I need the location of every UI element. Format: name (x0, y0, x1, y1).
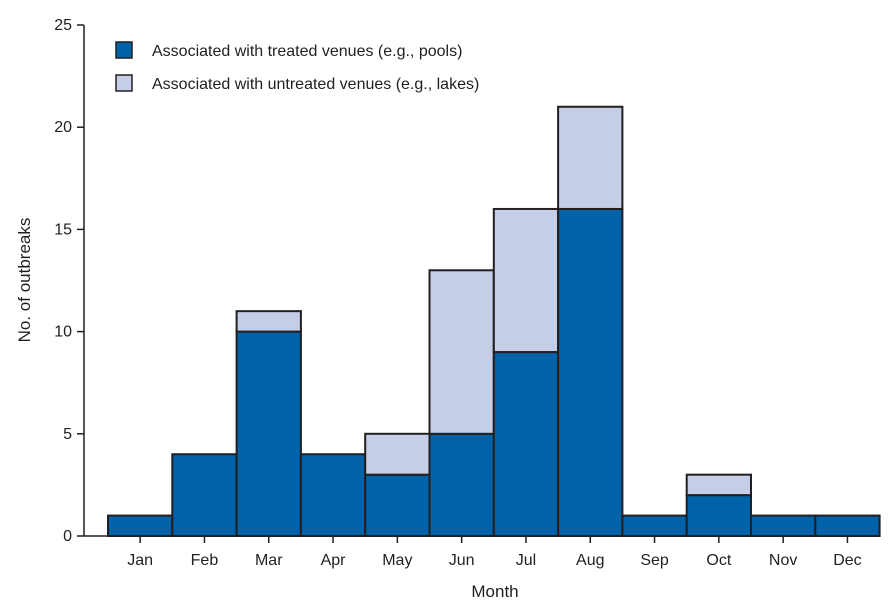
x-ticks-layer: Jan Feb Mar Apr May Jun Jul Aug Sep Oct Nov Dec (127, 536, 862, 569)
legend-label-untreated: Associated with untreated venues (e.g., … (152, 76, 479, 93)
bar-may-untreated (364, 432, 431, 476)
y-tick-label: 20 (54, 119, 72, 136)
x-axis-title: Month (471, 582, 518, 601)
x-tick-label-aug: Aug (576, 552, 604, 569)
legend-swatch-treated (115, 41, 133, 59)
x-tick-label-may: May (382, 552, 412, 569)
y-axis-title: No. of outbreaks (15, 218, 34, 343)
bar-aug-untreated (557, 105, 624, 210)
legend-swatch-untreated (115, 74, 133, 92)
axes-layer (83, 25, 880, 537)
y-tick-label: 0 (63, 528, 72, 545)
bar-sep-treated (621, 514, 688, 537)
legend: Associated with treated venues (e.g., po… (115, 41, 479, 93)
x-tick-label-apr: Apr (321, 552, 347, 569)
bar-jan-treated (107, 514, 174, 537)
bar-mar-untreated (235, 310, 302, 333)
x-tick-label-feb: Feb (191, 552, 219, 569)
bar-nov-treated (750, 514, 817, 537)
bars-layer (107, 105, 881, 538)
bar-aug-treated (557, 207, 624, 538)
y-ticks-layer: 0 5 10 15 20 25 (54, 17, 84, 545)
x-tick-label-oct: Oct (706, 552, 731, 569)
x-tick-label-mar: Mar (255, 552, 283, 569)
bar-dec-treated (814, 514, 881, 537)
y-tick-label: 5 (63, 426, 72, 443)
bar-oct-untreated (685, 473, 753, 497)
y-tick-label: 10 (54, 324, 72, 341)
bar-apr-treated (299, 453, 367, 537)
x-tick-label-jul: Jul (516, 552, 536, 569)
y-tick-label: 25 (54, 17, 72, 34)
bar-mar-treated (235, 330, 302, 537)
bar-jul-untreated (492, 207, 560, 354)
y-tick-label: 15 (54, 221, 72, 238)
bar-feb-treated (171, 453, 238, 537)
x-tick-label-sep: Sep (640, 552, 669, 569)
x-tick-label-dec: Dec (833, 552, 861, 569)
bar-oct-treated (685, 494, 753, 537)
bar-jul-treated (492, 351, 560, 538)
bar-may-treated (364, 473, 431, 537)
bar-jun-treated (428, 432, 495, 537)
x-tick-label-jun: Jun (449, 552, 475, 569)
bar-jun-untreated (428, 269, 495, 435)
x-tick-label-nov: Nov (769, 552, 797, 569)
legend-label-treated: Associated with treated venues (e.g., po… (152, 43, 462, 60)
x-tick-label-jan: Jan (127, 552, 153, 569)
